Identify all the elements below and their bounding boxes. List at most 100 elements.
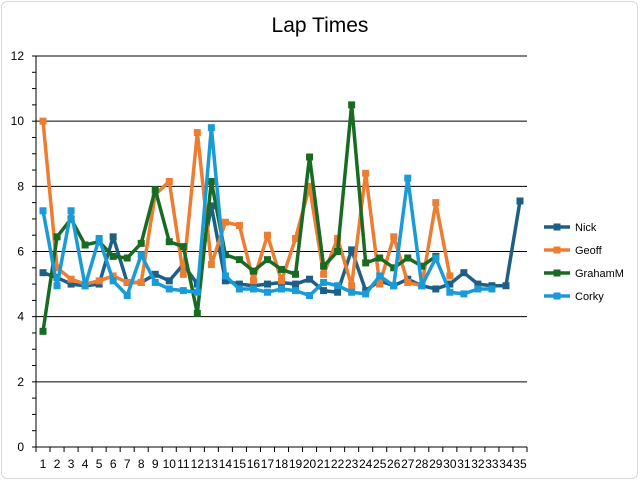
data-point	[263, 256, 271, 264]
data-point	[306, 153, 314, 161]
x-tick-label: 21	[317, 457, 331, 471]
data-point	[362, 290, 370, 298]
x-tick-label: 12	[191, 457, 205, 471]
x-tick-label: 33	[485, 457, 499, 471]
x-tick-label: 31	[457, 457, 471, 471]
data-point	[221, 277, 229, 285]
data-point	[348, 282, 356, 290]
data-point	[320, 270, 328, 278]
data-point	[390, 233, 398, 241]
series-line	[41, 103, 437, 332]
y-tick-labels: 0 2 4 6 8 10 12	[11, 49, 25, 454]
data-point	[151, 186, 159, 194]
x-tick-label: 2	[54, 457, 61, 471]
data-point	[348, 246, 356, 254]
data-point	[376, 254, 384, 262]
data-point	[249, 285, 257, 293]
data-point	[235, 285, 243, 293]
data-point	[207, 177, 215, 185]
data-point	[292, 280, 300, 288]
data-point	[221, 272, 229, 280]
data-point	[123, 291, 131, 299]
y-tick-label: 4	[17, 310, 24, 324]
x-tick-label: 29	[429, 457, 443, 471]
y-tick-label: 6	[17, 245, 24, 259]
data-point	[53, 282, 61, 290]
data-point	[165, 177, 173, 185]
x-tick-label: 11	[177, 457, 190, 471]
x-tick-label: 28	[415, 457, 429, 471]
data-point	[278, 265, 285, 273]
x-tick-label: 15	[233, 457, 247, 471]
x-tick-label: 23	[345, 457, 359, 471]
data-point	[179, 270, 187, 278]
axes	[32, 55, 528, 452]
data-point	[292, 287, 300, 295]
x-tick-label: 16	[247, 457, 261, 471]
y-tick-label: 2	[17, 375, 24, 389]
data-point	[348, 101, 356, 109]
y-tick-label: 10	[11, 114, 25, 128]
data-point	[320, 278, 328, 286]
data-point	[263, 288, 271, 296]
legend: Nick Geoff GrahamM Corky	[544, 222, 624, 303]
y-tick-label: 12	[11, 49, 25, 63]
data-point	[263, 280, 271, 288]
data-point	[235, 221, 243, 229]
data-point	[432, 254, 440, 262]
series-grahamm	[39, 101, 440, 335]
data-point	[306, 291, 314, 299]
x-tick-label: 25	[373, 457, 387, 471]
x-tick-label: 4	[82, 457, 89, 471]
data-point	[81, 241, 89, 249]
series-lines	[39, 101, 524, 335]
data-point	[376, 280, 384, 288]
data-point	[418, 262, 426, 270]
data-point	[151, 278, 159, 286]
x-tick-label: 34	[499, 457, 513, 471]
x-tick-label: 17	[261, 457, 275, 471]
data-point	[306, 275, 314, 283]
x-tick-label: 30	[443, 457, 457, 471]
legend-marker	[553, 269, 561, 277]
data-point	[418, 282, 426, 290]
data-point	[165, 285, 173, 293]
x-tick-label: 14	[219, 457, 233, 471]
legend-item: Geoff	[544, 245, 603, 257]
data-point	[292, 234, 300, 242]
data-point	[278, 277, 285, 285]
data-point	[137, 251, 145, 259]
y-tick-label: 8	[17, 179, 24, 193]
data-point	[390, 264, 398, 272]
data-point	[109, 252, 117, 260]
chart-title: Lap Times	[272, 14, 369, 37]
data-point	[137, 239, 145, 247]
data-point	[165, 277, 173, 285]
data-point	[81, 282, 89, 290]
data-point	[432, 199, 440, 207]
x-tick-label: 18	[275, 457, 289, 471]
data-point	[306, 182, 314, 190]
data-point	[334, 248, 342, 255]
data-point	[446, 288, 454, 296]
data-point	[320, 262, 328, 270]
data-point	[460, 269, 468, 277]
x-tick-label: 7	[124, 457, 131, 471]
data-point	[67, 280, 75, 288]
data-point	[95, 277, 103, 285]
data-point	[67, 207, 75, 215]
legend-marker	[553, 246, 561, 254]
data-point	[292, 270, 300, 278]
data-point	[109, 233, 117, 241]
data-point	[207, 261, 215, 269]
x-tick-label: 10	[163, 457, 177, 471]
data-point	[207, 124, 215, 132]
data-point	[179, 287, 187, 295]
data-point	[123, 278, 131, 286]
x-tick-label: 6	[110, 457, 117, 471]
data-point	[404, 254, 412, 262]
data-point	[39, 207, 47, 215]
data-point	[432, 285, 440, 293]
data-point	[39, 327, 47, 335]
